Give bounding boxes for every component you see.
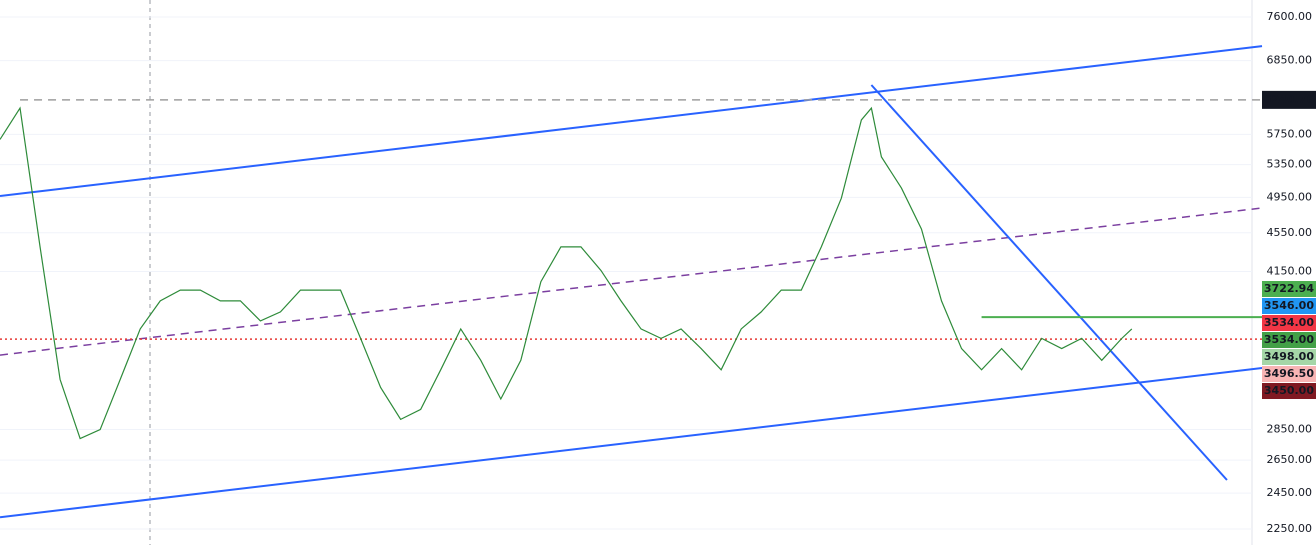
last-price-label: 6240.76 [1264, 93, 1314, 106]
last-price-tag [1262, 90, 1316, 109]
price-tag-label: 3498.00 [1264, 350, 1314, 363]
y-tick-label: 2250.00 [1267, 522, 1313, 535]
price-tag [1262, 383, 1316, 399]
price-tag [1262, 366, 1316, 382]
trend-line [870, 84, 1228, 481]
y-tick-label: 4550.00 [1267, 226, 1313, 239]
y-tick-label: 2650.00 [1267, 453, 1313, 466]
price-tag [1262, 332, 1316, 348]
price-line [0, 106, 1133, 440]
y-tick-label: 5750.00 [1267, 127, 1313, 140]
price-tag [1262, 298, 1316, 314]
trend-line [0, 45, 1263, 198]
y-tick-label: 4950.00 [1267, 190, 1313, 203]
y-tick-label: 5350.00 [1267, 158, 1313, 171]
trend-line [0, 207, 1263, 356]
y-tick-label: 6850.00 [1267, 54, 1313, 67]
y-tick-label: 2850.00 [1267, 423, 1313, 436]
y-tick-label: 2450.00 [1267, 486, 1313, 499]
price-tag-label: 3450.00 [1264, 384, 1314, 397]
price-tag-label: 3534.00 [1264, 333, 1314, 346]
price-tag [1262, 349, 1316, 365]
price-tag-label: 3546.00 [1264, 299, 1314, 312]
trend-line [0, 367, 1263, 519]
price-tag-label: 3534.00 [1264, 316, 1314, 329]
y-tick-label: 7600.00 [1267, 10, 1313, 23]
price-tag [1262, 315, 1316, 331]
price-tag-label: 3722.94 [1264, 282, 1314, 295]
price-tag-label: 3496.50 [1264, 367, 1314, 380]
price-tag [1262, 281, 1316, 297]
y-tick-label: 4150.00 [1267, 264, 1313, 277]
